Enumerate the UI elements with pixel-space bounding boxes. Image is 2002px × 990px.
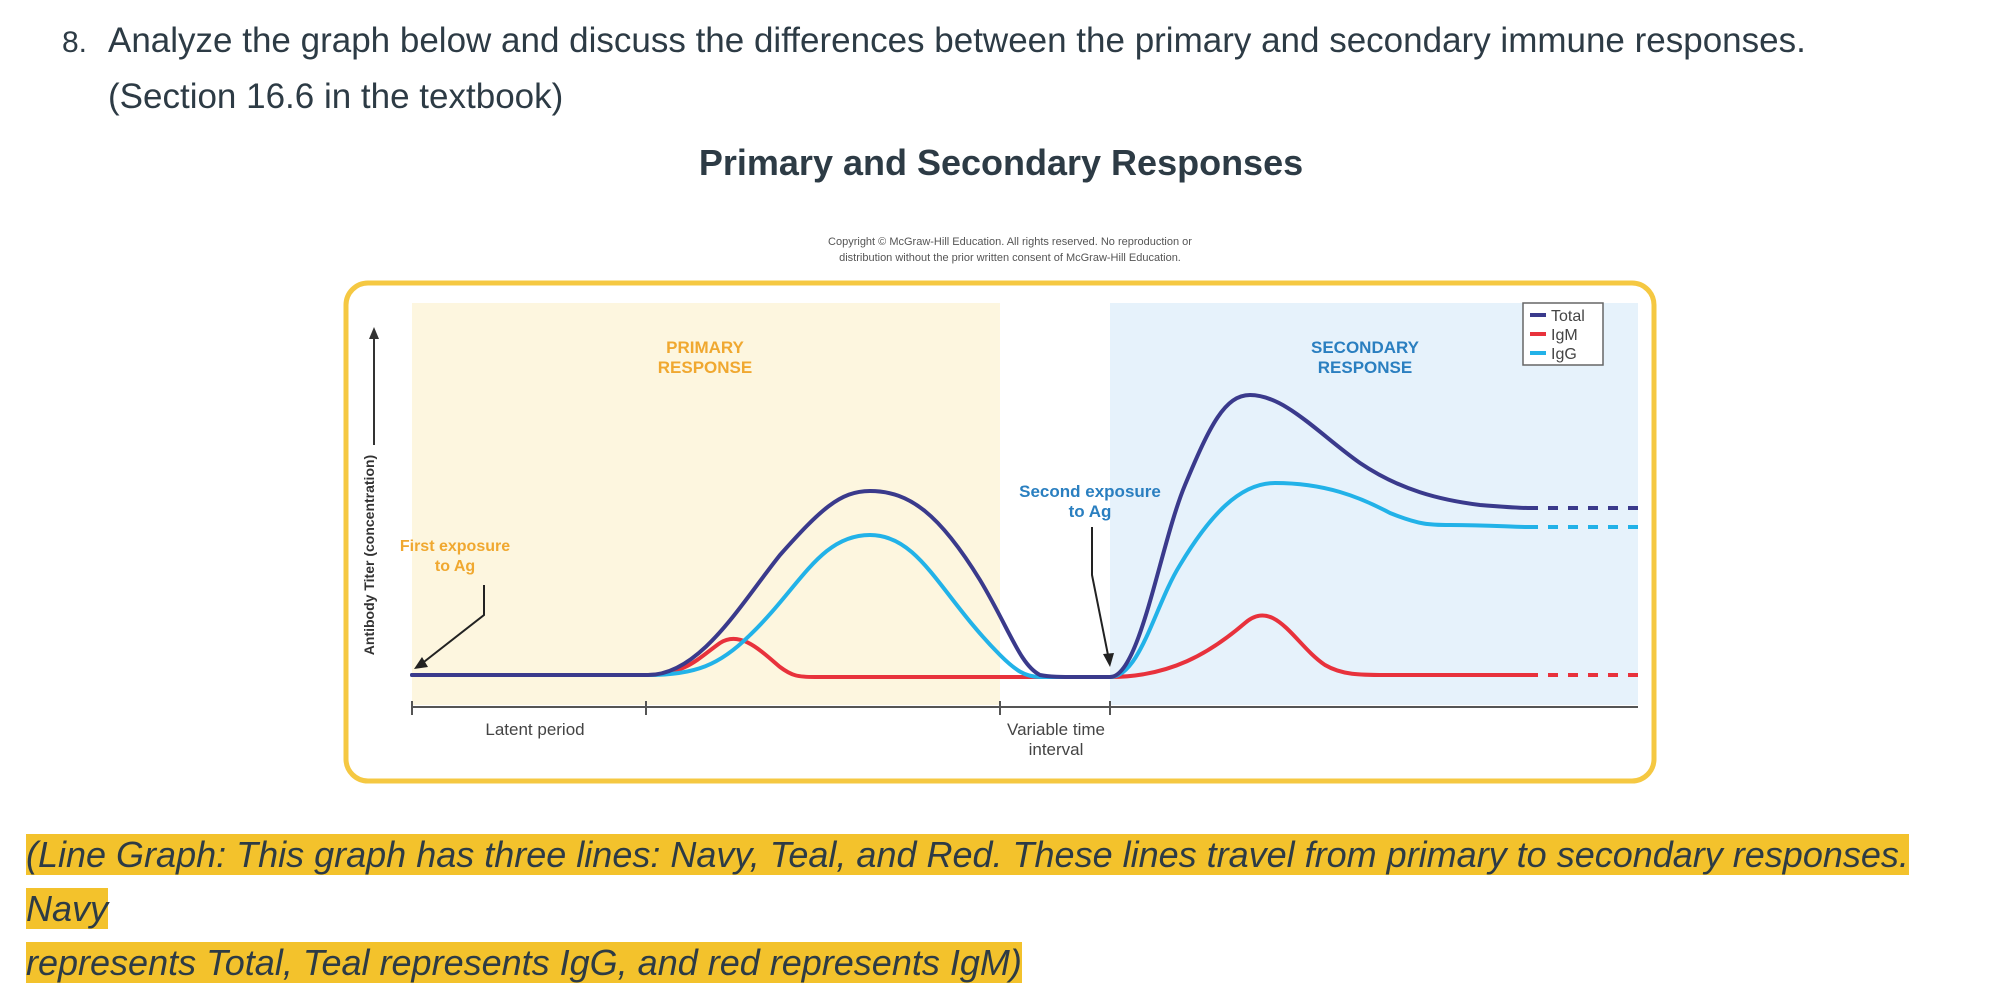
y-axis-label: Antibody Titer (concentration) — [361, 455, 377, 655]
copyright-line2: distribution without the prior written c… — [839, 252, 1181, 264]
question-text-line1: Analyze the graph below and discuss the … — [108, 21, 1806, 60]
question: 8. Analyze the graph below and discuss th… — [62, 14, 1982, 124]
figure-svg: Copyright © McGraw-Hill Education. All r… — [343, 236, 1657, 784]
legend-label-igm: IgM — [1551, 327, 1578, 344]
igm-line — [410, 613, 1530, 679]
variable-interval-label-1: Variable time — [1007, 720, 1105, 739]
question-number: 8. — [62, 26, 88, 59]
primary-region — [412, 303, 1000, 705]
caption-line2: represents Total, Teal represents IgG, a… — [26, 942, 1022, 983]
immune-response-figure: Copyright © McGraw-Hill Education. All r… — [340, 235, 1660, 795]
legend-label-igg: IgG — [1551, 346, 1577, 363]
first-exposure-pointer — [419, 585, 485, 666]
second-exposure-label-1: Second exposure — [1019, 482, 1161, 501]
first-exposure-arrowhead — [414, 657, 428, 669]
first-exposure-label-2: to Ag — [435, 558, 475, 575]
copyright-line1: Copyright © McGraw-Hill Education. All r… — [828, 236, 1192, 248]
figure-title: Primary and Secondary Responses — [698, 142, 1304, 183]
total-line — [410, 392, 1530, 679]
igg-line — [410, 480, 1530, 679]
legend: Total IgM IgG — [1522, 302, 1604, 366]
primary-response-label-2: RESPONSE — [658, 358, 752, 377]
legend-label-total: Total — [1551, 308, 1585, 325]
question-text-line2: (Section 16.6 in the textbook) — [108, 77, 564, 116]
variable-interval-label-2: interval — [1029, 740, 1084, 759]
latent-period-label: Latent period — [485, 720, 584, 739]
caption-line1: (Line Graph: This graph has three lines:… — [26, 834, 1909, 929]
second-exposure-label-2: to Ag — [1069, 502, 1112, 521]
y-axis-arrowhead — [369, 327, 379, 339]
secondary-response-label-2: RESPONSE — [1318, 358, 1412, 377]
primary-response-label-1: PRIMARY — [666, 338, 744, 357]
second-exposure-pointer — [1091, 527, 1109, 656]
secondary-response-label-1: SECONDARY — [1311, 338, 1420, 357]
image-description: (Line Graph: This graph has three lines:… — [26, 828, 1976, 990]
first-exposure-label-1: First exposure — [400, 538, 510, 555]
second-exposure-arrowhead — [1103, 653, 1114, 667]
